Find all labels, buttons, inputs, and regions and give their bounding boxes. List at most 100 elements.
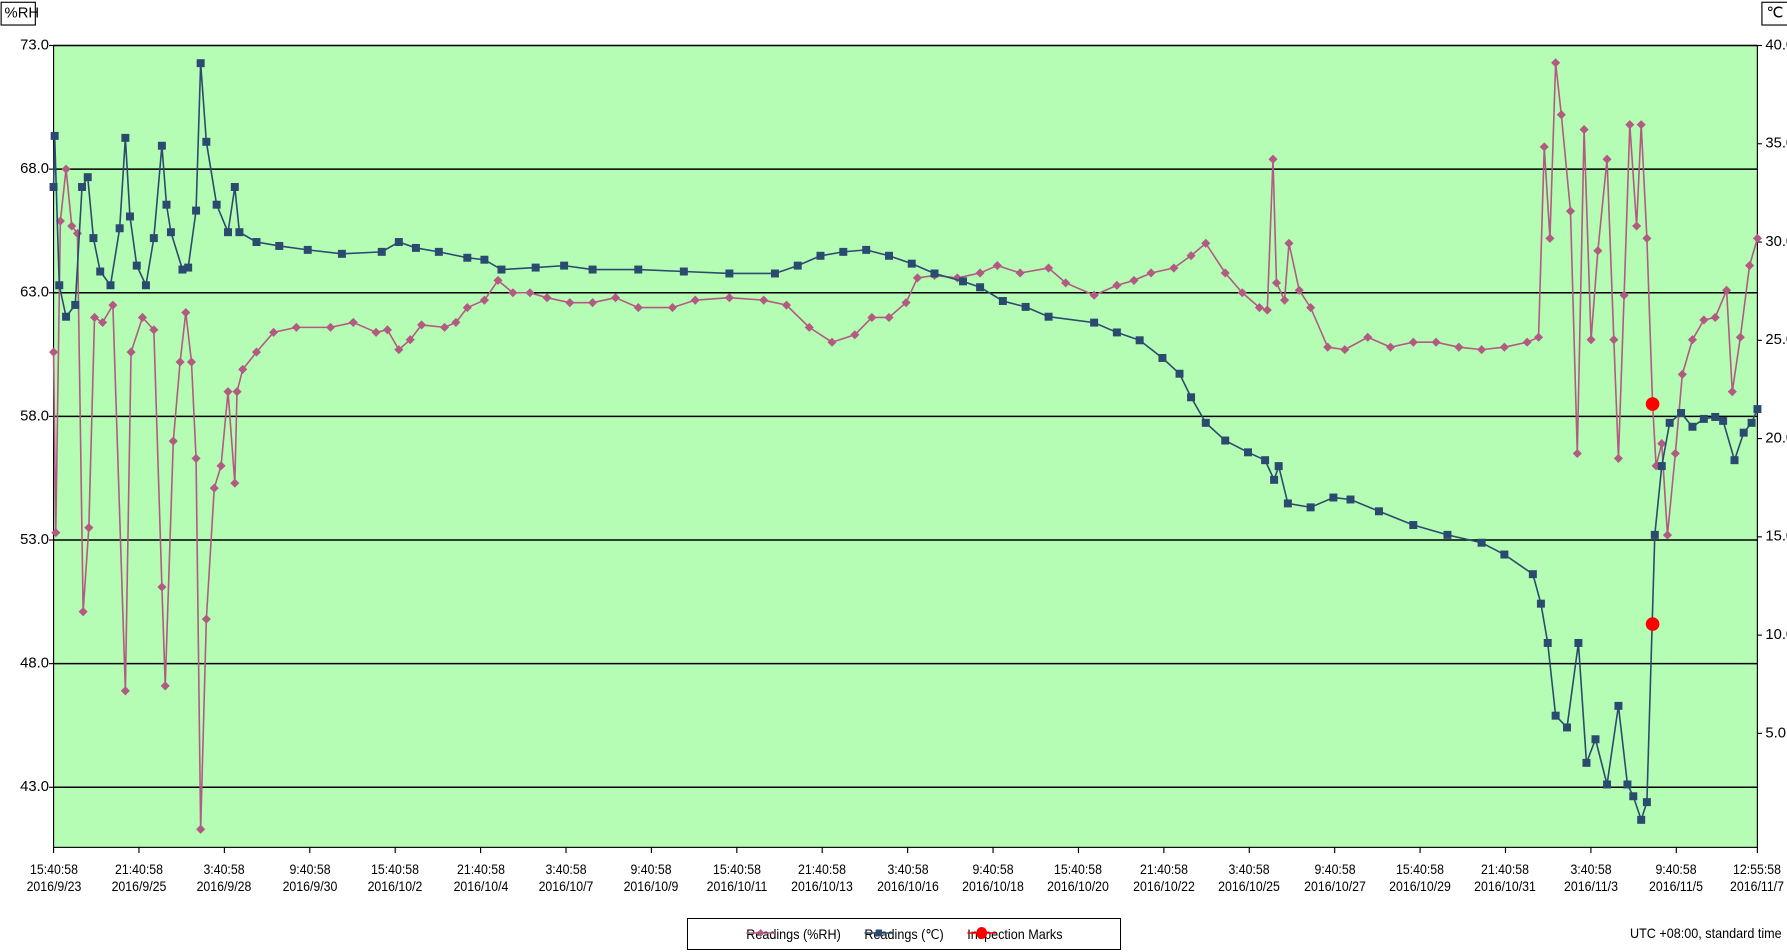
marker: [411, 243, 420, 252]
marker: [975, 927, 987, 939]
marker: [1112, 328, 1121, 337]
marker: [1271, 278, 1282, 288]
marker: [157, 141, 166, 150]
y2-tick-label: 30.0: [1765, 234, 1787, 250]
marker: [1146, 268, 1156, 278]
marker: [439, 322, 450, 332]
marker: [690, 295, 700, 305]
x-tick-label: 9:40:58 2016/10/18: [962, 861, 1024, 894]
marker: [201, 614, 211, 624]
marker: [1623, 780, 1632, 789]
marker: [1539, 142, 1549, 152]
marker: [531, 263, 540, 272]
marker: [55, 281, 64, 290]
x-tick-label: 15:40:58 2016/10/2: [367, 861, 423, 894]
marker: [125, 212, 134, 221]
marker: [67, 221, 77, 231]
marker: [1699, 414, 1708, 423]
marker: [1629, 792, 1638, 801]
marker: [89, 234, 98, 243]
legend-icon: [745, 929, 775, 937]
marker: [230, 183, 239, 191]
marker: [1657, 439, 1667, 449]
marker: [1551, 711, 1560, 720]
marker: [1719, 416, 1728, 425]
y2-tick-label: 15.0: [1765, 529, 1787, 545]
marker: [1408, 337, 1418, 347]
marker: [1637, 815, 1646, 824]
marker: [827, 337, 837, 347]
marker: [610, 293, 621, 303]
y-tick-label: 63.0: [20, 285, 49, 301]
marker: [1284, 238, 1294, 248]
marker: [867, 312, 877, 323]
marker: [1670, 448, 1680, 459]
marker: [770, 269, 779, 278]
marker: [1340, 345, 1350, 355]
marker: [1665, 418, 1674, 427]
y-tick-label: 68.0: [20, 161, 49, 177]
marker: [930, 269, 939, 278]
marker: [78, 607, 88, 617]
marker: [1551, 58, 1561, 68]
marker: [291, 322, 301, 332]
marker: [1688, 422, 1697, 431]
marker: [1363, 332, 1373, 342]
y2-tick-label: 5.0: [1765, 725, 1786, 741]
marker: [451, 317, 461, 327]
marker: [975, 268, 985, 278]
marker: [862, 245, 871, 254]
marker: [998, 297, 1007, 305]
marker: [1221, 436, 1230, 445]
marker: [78, 183, 87, 191]
marker: [98, 317, 108, 327]
marker: [907, 259, 916, 268]
marker: [634, 265, 643, 274]
marker: [1747, 418, 1756, 427]
marker: [667, 303, 678, 313]
x-tick-label: 9:40:58 2016/10/9: [623, 861, 679, 894]
marker: [1270, 475, 1279, 484]
marker: [560, 261, 569, 270]
marker: [149, 234, 158, 243]
y2-tick-label: 20.0: [1765, 430, 1787, 446]
marker: [394, 238, 403, 247]
marker: [1021, 302, 1030, 311]
marker: [1015, 268, 1025, 278]
marker: [175, 357, 185, 367]
marker: [382, 325, 393, 335]
marker: [126, 347, 136, 357]
marker: [377, 247, 386, 256]
marker: [49, 347, 59, 357]
marker: [1306, 303, 1316, 313]
x-tick-label: 21:40:58 2016/10/13: [791, 861, 854, 894]
marker: [337, 249, 346, 258]
marker: [303, 245, 312, 254]
x-tick-label: 3:40:58 2016/9/28: [196, 861, 252, 894]
marker: [1636, 120, 1646, 130]
marker: [1645, 397, 1660, 411]
y-tick-label: 73.0: [20, 37, 49, 53]
marker: [1443, 530, 1452, 539]
marker: [1244, 448, 1252, 457]
marker: [192, 206, 201, 215]
marker: [1572, 448, 1582, 459]
marker: [252, 238, 261, 247]
marker: [178, 265, 187, 274]
y-tick-label: 53.0: [20, 532, 49, 548]
marker: [633, 303, 643, 313]
y-tick-label: 58.0: [20, 408, 49, 424]
marker: [1739, 428, 1748, 437]
x-tick-label: 21:40:58 2016/9/25: [111, 861, 167, 894]
x-tick-label: 15:40:58 2016/10/11: [706, 861, 768, 894]
marker: [202, 137, 211, 146]
marker: [756, 929, 764, 937]
marker: [1135, 336, 1144, 345]
marker: [83, 173, 92, 182]
marker: [793, 261, 802, 270]
marker: [106, 281, 115, 290]
marker: [209, 483, 219, 493]
marker: [121, 133, 130, 142]
marker: [160, 681, 170, 691]
